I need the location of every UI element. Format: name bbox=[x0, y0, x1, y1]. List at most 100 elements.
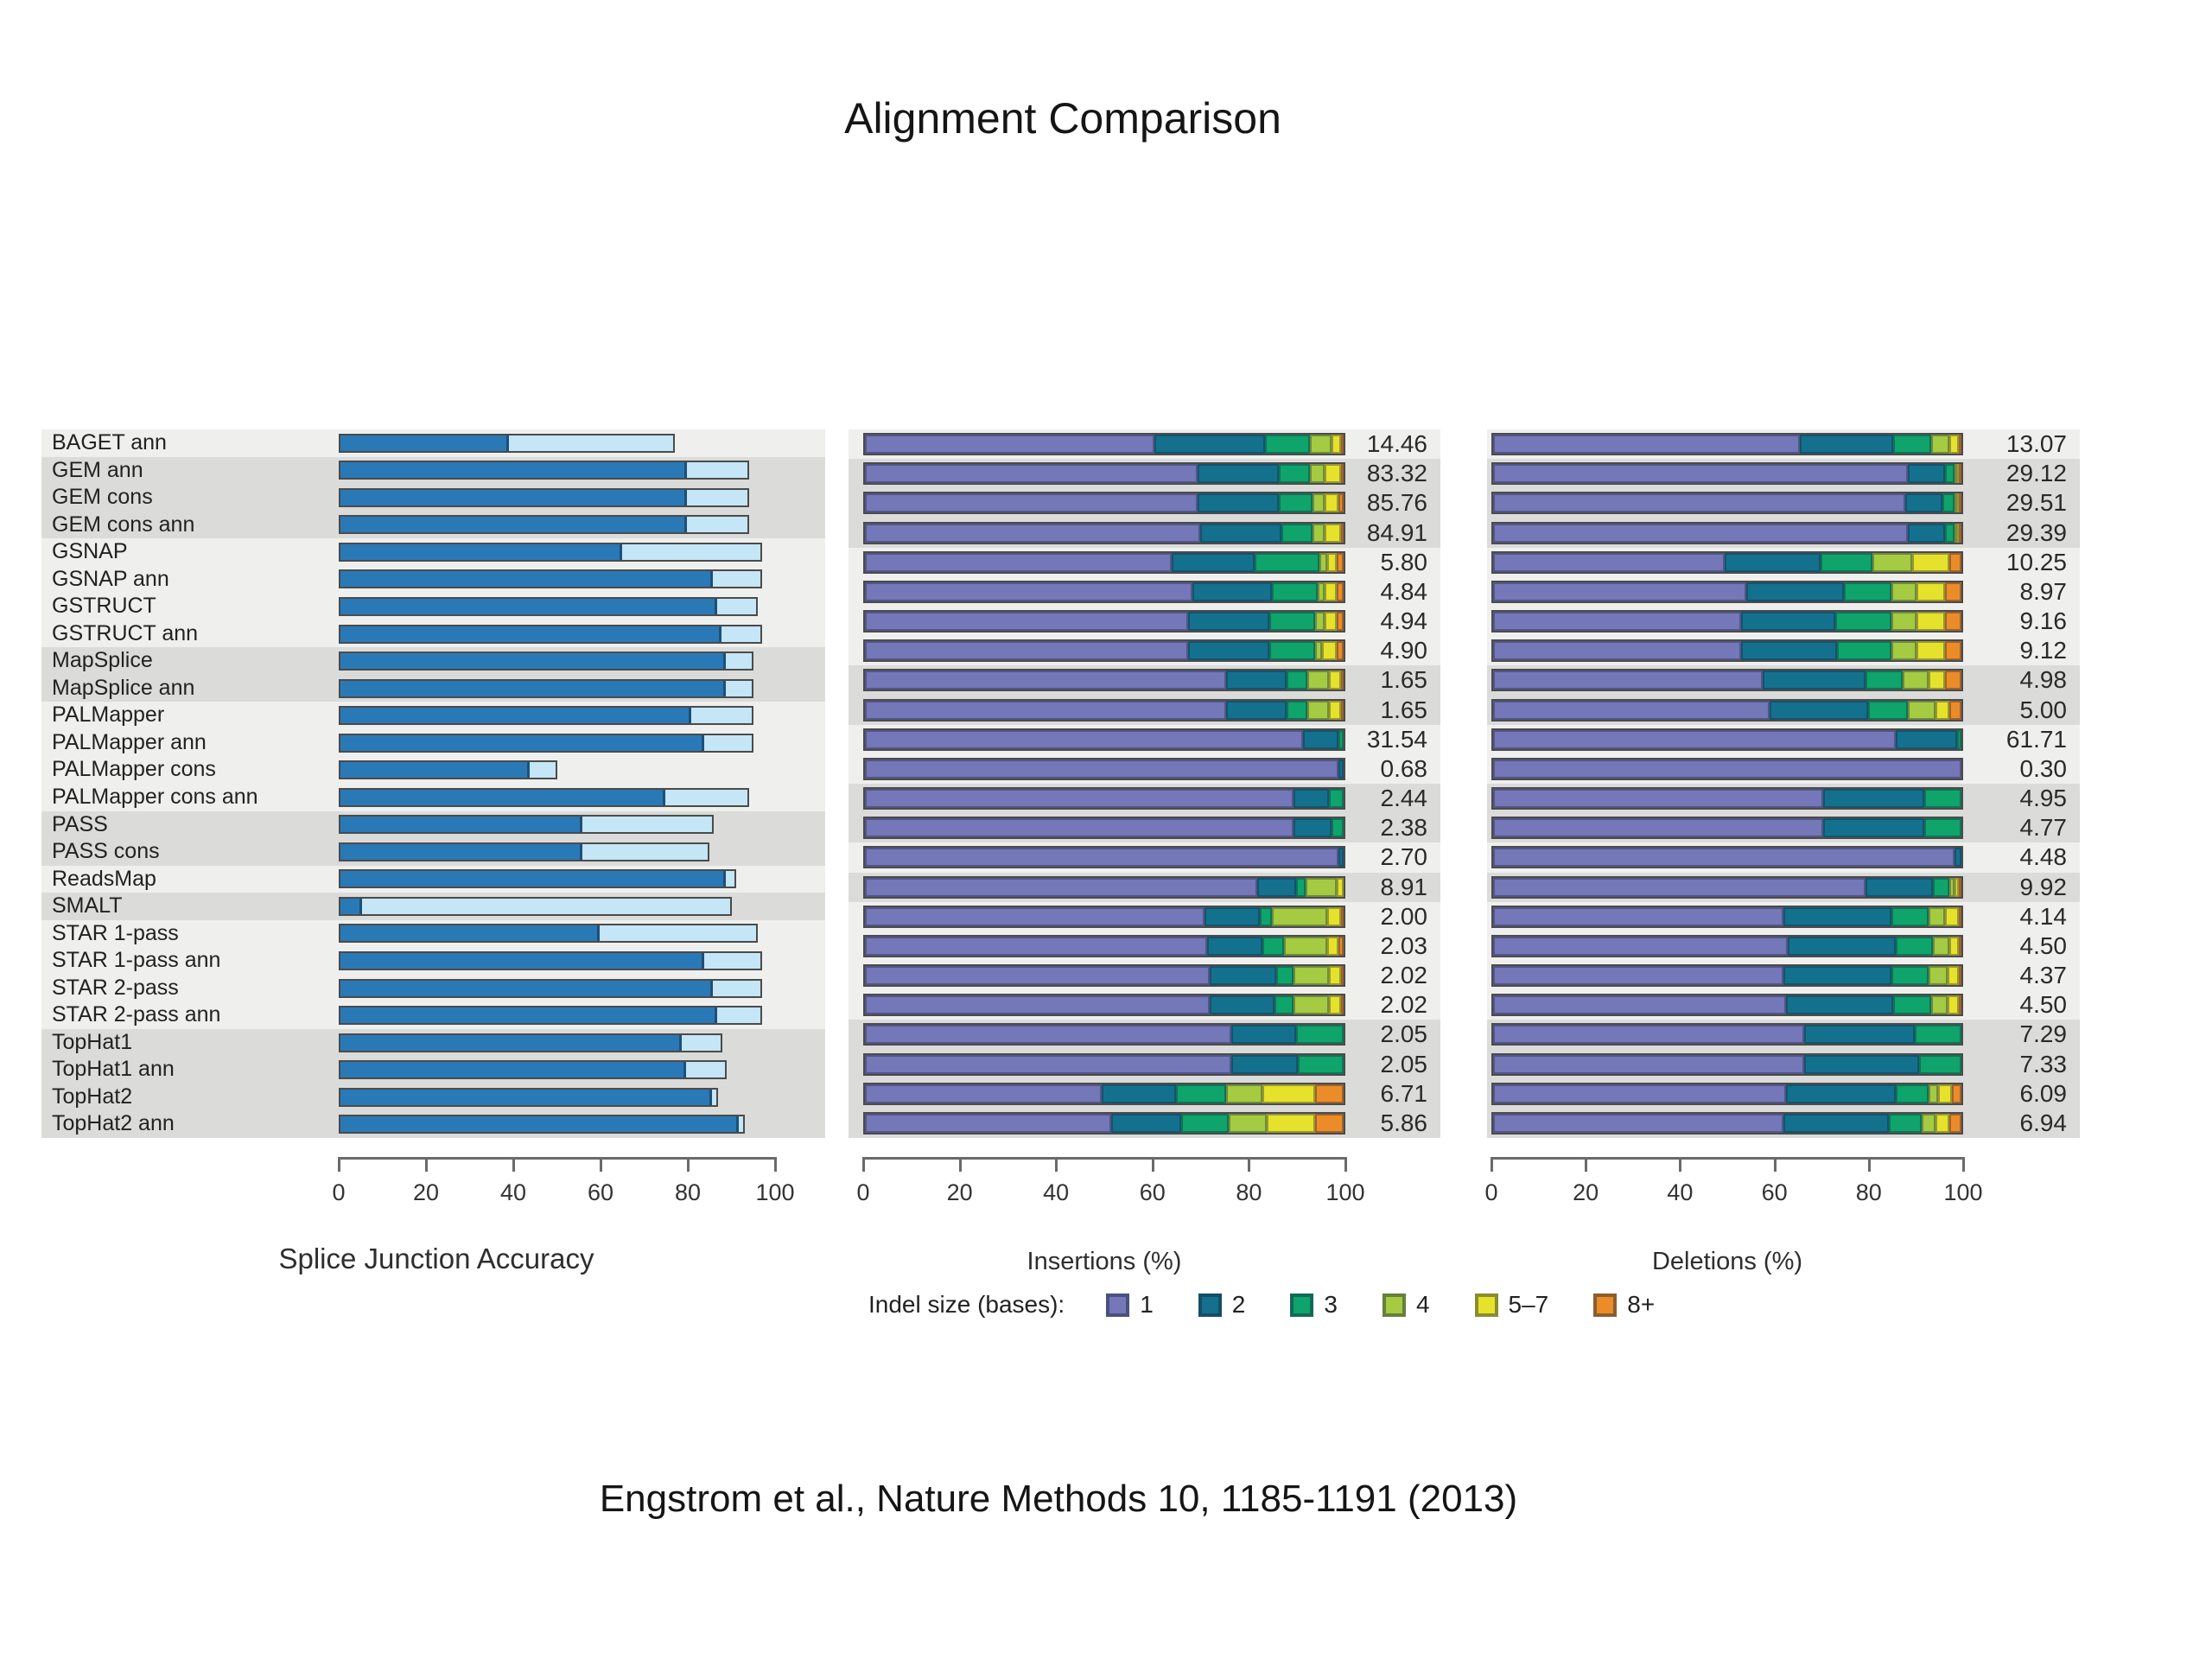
indel-bar-segment-size-4 bbox=[1903, 671, 1929, 690]
indel-bar-segment-size-3 bbox=[1286, 700, 1308, 720]
row-label: PASS bbox=[52, 811, 108, 836]
indel-bar-segment-size-5–7 bbox=[1336, 877, 1344, 897]
indel-bar-segment-size-1 bbox=[865, 759, 1339, 779]
indel-bar-segment-size-5–7 bbox=[1329, 671, 1342, 690]
value-label: 4.98 bbox=[2019, 666, 2068, 694]
row-label: TopHat2 bbox=[52, 1084, 133, 1109]
indel-bar-segment-size-3 bbox=[1279, 493, 1313, 513]
indel-bar-segment-size-5–7 bbox=[1956, 523, 1960, 543]
splice-junction-bar bbox=[339, 733, 753, 753]
axis-tick bbox=[1151, 1157, 1154, 1172]
indel-bar-segment-size-8+ bbox=[1959, 464, 1961, 484]
indel-bar bbox=[863, 433, 1345, 456]
indel-bar-segment-size-5–7 bbox=[1326, 936, 1339, 956]
indel-bar-segment-size-3 bbox=[1837, 641, 1891, 661]
indel-bar-segment-size-3 bbox=[1893, 995, 1931, 1015]
indel-bar-segment-size-2 bbox=[1783, 1113, 1889, 1133]
indel-bar-segment-size-3 bbox=[1956, 729, 1961, 749]
splice-junction-bar-dark-segment bbox=[340, 871, 726, 887]
indel-bar-segment-size-1 bbox=[865, 493, 1198, 513]
indel-bar bbox=[1491, 875, 1963, 899]
axis-title-insertions: Insertions (%) bbox=[1027, 1248, 1182, 1275]
row-label: STAR 1-pass bbox=[52, 920, 179, 945]
indel-bar-segment-size-4 bbox=[1310, 464, 1325, 484]
value-label: 4.95 bbox=[2019, 785, 2068, 811]
indel-bar-segment-size-5–7 bbox=[1324, 612, 1337, 632]
indel-bar-segment-size-8+ bbox=[1341, 700, 1344, 720]
indel-bar-segment-size-1 bbox=[865, 789, 1294, 809]
indel-bar-segment-size-1 bbox=[865, 700, 1227, 720]
indel-bar-segment-size-1 bbox=[1493, 1084, 1786, 1103]
indel-bar-segment-size-8+ bbox=[1341, 966, 1344, 986]
indel-bar-segment-size-4 bbox=[1891, 582, 1917, 601]
splice-junction-bar bbox=[339, 787, 749, 807]
splice-junction-bar-dark-segment bbox=[340, 708, 691, 724]
axis-tick bbox=[1962, 1157, 1965, 1172]
row-label: PALMapper cons ann bbox=[52, 785, 258, 809]
indel-bar-segment-size-4 bbox=[1310, 435, 1332, 454]
row-label: MapSplice ann bbox=[52, 675, 195, 700]
indel-bar-segment-size-1 bbox=[1493, 612, 1742, 632]
indel-bar-segment-size-2 bbox=[1338, 848, 1344, 868]
indel-bar-segment-size-5–7 bbox=[1937, 1084, 1953, 1103]
indel-bar-segment-size-8+ bbox=[1314, 1113, 1344, 1133]
legend-swatch-icon bbox=[1290, 1293, 1314, 1317]
indel-bar-segment-size-1 bbox=[1493, 435, 1800, 454]
indel-bar-segment-size-3 bbox=[1933, 877, 1950, 897]
legend-label: Indel size (bases): bbox=[868, 1291, 1065, 1318]
indel-bar-segment-size-8+ bbox=[1959, 435, 1961, 454]
indel-bar-segment-size-4 bbox=[1319, 552, 1327, 572]
indel-bar-segment-size-2 bbox=[1800, 435, 1894, 454]
indel-bar bbox=[1491, 492, 1963, 515]
indel-bar bbox=[863, 669, 1345, 692]
splice-junction-bar bbox=[339, 760, 557, 780]
value-label: 9.16 bbox=[2019, 607, 2068, 634]
axis-tick-label: 100 bbox=[1325, 1179, 1365, 1205]
indel-bar-segment-size-8+ bbox=[1336, 612, 1344, 632]
value-label: 1.65 bbox=[1380, 696, 1428, 723]
axis-tick-label: 100 bbox=[755, 1179, 795, 1205]
indel-bar-segment-size-2 bbox=[1209, 966, 1277, 986]
indel-bar-segment-size-8+ bbox=[1338, 493, 1344, 513]
value-label: 29.12 bbox=[2005, 460, 2067, 487]
row-label: BAGET ann bbox=[52, 430, 167, 454]
indel-bar-segment-size-8+ bbox=[1338, 936, 1344, 956]
indel-bar-segment-size-8+ bbox=[1341, 464, 1344, 484]
indel-bar-segment-size-8+ bbox=[1341, 435, 1344, 454]
splice-junction-bar bbox=[339, 869, 736, 889]
splice-junction-bar bbox=[339, 978, 762, 998]
indel-bar-segment-size-2 bbox=[1823, 789, 1924, 809]
axis-tick-label: 80 bbox=[1236, 1179, 1262, 1205]
indel-bar-segment-size-8+ bbox=[1959, 936, 1961, 956]
splice-junction-bar-dark-segment bbox=[340, 789, 665, 805]
row-label: STAR 2-pass ann bbox=[52, 1002, 221, 1027]
indel-bar-segment-size-5–7 bbox=[1329, 700, 1342, 720]
indel-bar-segment-size-2 bbox=[1171, 552, 1255, 572]
indel-bar-segment-size-1 bbox=[865, 966, 1210, 986]
indel-bar-segment-size-4 bbox=[1930, 995, 1948, 1015]
indel-bar-segment-size-2 bbox=[1865, 877, 1934, 897]
indel-bar-segment-size-3 bbox=[1264, 435, 1311, 454]
indel-bar bbox=[1491, 905, 1963, 928]
indel-bar-segment-size-5–7 bbox=[1329, 995, 1342, 1015]
value-label: 6.71 bbox=[1380, 1079, 1428, 1107]
indel-bar-segment-size-2 bbox=[1198, 464, 1280, 484]
indel-bar-segment-size-5–7 bbox=[1262, 1084, 1315, 1103]
indel-bar-segment-size-2 bbox=[1785, 1084, 1897, 1103]
indel-bar-segment-size-2 bbox=[1907, 523, 1946, 543]
indel-bar bbox=[1491, 934, 1963, 957]
legend-item-8+: 8+ bbox=[1593, 1291, 1655, 1319]
indel-bar-segment-size-1 bbox=[865, 612, 1188, 632]
indel-size-legend: Indel size (bases): 1 2 3 4 5–7 8+ bbox=[868, 1284, 1655, 1325]
indel-bar-segment-size-2 bbox=[1823, 818, 1924, 838]
value-label: 2.00 bbox=[1380, 902, 1428, 930]
indel-bar-segment-size-3 bbox=[1281, 523, 1313, 543]
indel-bar-segment-size-1 bbox=[1493, 966, 1784, 986]
indel-bar-segment-size-5–7 bbox=[1916, 641, 1945, 661]
indel-bar-segment-size-1 bbox=[1493, 1113, 1784, 1133]
indel-bar-segment-size-5–7 bbox=[1326, 906, 1342, 926]
splice-junction-bar-dark-segment bbox=[340, 843, 583, 860]
value-label: 4.50 bbox=[2019, 991, 2068, 1019]
indel-bar-segment-size-2 bbox=[1904, 493, 1943, 513]
indel-bar-segment-size-1 bbox=[865, 848, 1339, 868]
